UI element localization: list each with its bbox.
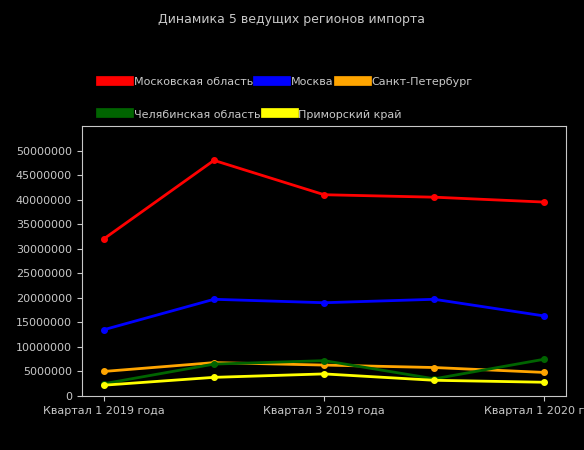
- Text: Динамика 5 ведущих регионов импорта: Динамика 5 ведущих регионов импорта: [158, 14, 426, 27]
- Legend: Челябинская область, Приморский край: Челябинская область, Приморский край: [97, 104, 406, 124]
